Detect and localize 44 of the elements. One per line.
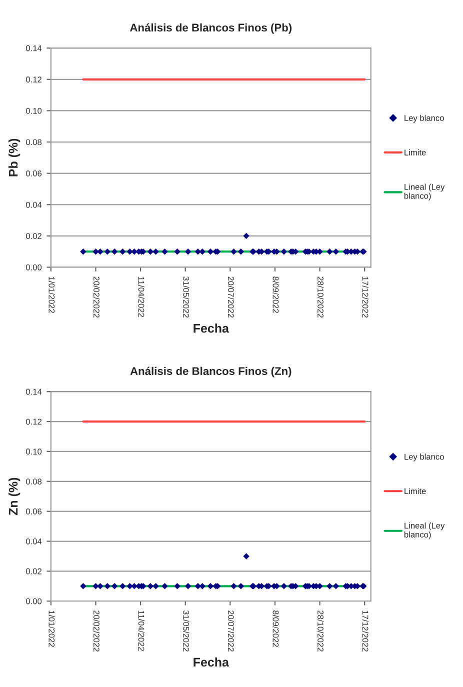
- x-tick-label: 11/04/2022: [138, 610, 144, 651]
- y-tick-label: 0.02: [26, 233, 42, 240]
- x-tick-label: 1/01/2022: [48, 610, 55, 647]
- y-tick-label: 0.14: [26, 45, 42, 52]
- x-tick-label: 31/05/2022: [183, 276, 190, 318]
- y-axis-title: Pb (%): [8, 138, 20, 176]
- x-tick-label: 11/04/2022: [138, 276, 144, 317]
- x-tick-label: 8/09/2022: [272, 610, 279, 647]
- y-tick-label: 0.10: [26, 108, 42, 114]
- x-tick-label: 20/07/2022: [228, 610, 234, 652]
- legend-label: Limite: [404, 149, 426, 156]
- x-tick-label: 17/12/2022: [362, 276, 368, 318]
- legend-label: Ley blanco: [404, 114, 444, 123]
- legend-label: Lineal (Ley blanco): [404, 184, 445, 200]
- y-tick-label: 0.04: [26, 202, 42, 208]
- x-axis-title: Fecha: [194, 657, 230, 667]
- x-tick-label: 28/10/2022: [318, 276, 324, 318]
- y-tick-label: 0.06: [26, 508, 42, 514]
- y-tick-label: 0.08: [26, 478, 42, 484]
- y-tick-label: 0.04: [26, 538, 42, 544]
- legend-label: Ley blanco: [404, 454, 444, 462]
- y-axis-title: Zn (%): [8, 478, 20, 516]
- x-tick-label: 31/05/2022: [183, 610, 190, 652]
- x-tick-label: 20/02/2022: [94, 610, 100, 652]
- y-tick-label: 0.12: [26, 418, 42, 425]
- y-tick-label: 0.06: [26, 170, 42, 176]
- y-tick-label: 0.02: [26, 568, 42, 574]
- chart-title: Análisis de Blancos Finos (Zn): [130, 366, 292, 378]
- x-tick-label: 28/10/2022: [318, 610, 324, 652]
- y-tick-label: 0.14: [26, 388, 42, 395]
- x-tick-label: 17/12/2022: [362, 610, 368, 652]
- x-tick-label: 1/01/2022: [48, 276, 55, 313]
- y-tick-label: 0.00: [26, 264, 42, 270]
- y-tick-label: 0.12: [26, 76, 42, 82]
- x-tick-label: 20/02/2022: [94, 276, 100, 318]
- x-tick-label: 20/07/2022: [228, 276, 234, 318]
- x-tick-label: 8/09/2022: [272, 276, 279, 313]
- y-tick-label: 0.08: [26, 139, 42, 146]
- x-axis-title: Fecha: [194, 324, 230, 333]
- y-tick-label: 0.10: [26, 448, 42, 455]
- legend-label: Limite: [404, 488, 426, 494]
- chart-title: Análisis de Blancos Finos (Pb): [130, 23, 292, 34]
- legend-label: Lineal (Ley blanco): [404, 522, 445, 540]
- y-tick-label: 0.00: [26, 598, 42, 604]
